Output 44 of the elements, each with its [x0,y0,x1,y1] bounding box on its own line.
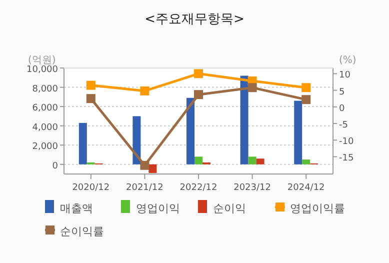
y-tick-label: 0 [52,161,58,172]
bar [240,76,248,164]
x-tick-label: 2021/12 [126,183,164,193]
legend-label: 매출액 [60,202,93,215]
point [140,160,150,170]
y2-tick-label: 0 [339,104,345,114]
y2-tick-label: -15 [339,154,354,164]
legend-label: 순이익률 [60,225,104,238]
y2-tick-label: -10 [339,137,354,148]
y2-axis-title: (%) [339,55,356,66]
bar [302,160,310,164]
legend-label: 영업이익률 [290,202,345,215]
bar [248,156,256,164]
point [194,69,203,78]
point [302,83,311,92]
bar [194,156,202,164]
y-tick-label: 6,000 [32,104,58,114]
x-tick-label: 2023/12 [234,183,271,193]
y-tick-label: 4,000 [32,122,58,133]
legend-label: 순이익 [213,202,246,215]
y2-tick-label: 5 [339,87,345,98]
x-tick-label: 2020/12 [72,183,110,193]
y-tick-label: 8,000 [32,84,58,94]
point [194,90,203,100]
bar [256,158,264,164]
bar [186,98,194,164]
y-tick-label: 2,000 [32,142,58,152]
bar [78,122,87,164]
bar [148,164,157,174]
y2-tick-label: 10 [339,70,351,81]
y-tick-label: 10,000 [26,65,58,75]
bar [294,100,302,164]
chart-title: <주요재무항목> [144,12,244,27]
point [86,94,96,104]
point [248,83,257,92]
x-tick-label: 2022/12 [180,183,218,193]
point [86,80,96,90]
point [140,86,150,96]
bar [132,116,141,164]
x-tick-label: 2024/12 [287,183,325,193]
y2-tick-label: -5 [339,120,348,130]
point [302,95,311,104]
legend-label: 영업이익 [136,202,180,215]
y-axis-title: (억원) [28,55,56,66]
